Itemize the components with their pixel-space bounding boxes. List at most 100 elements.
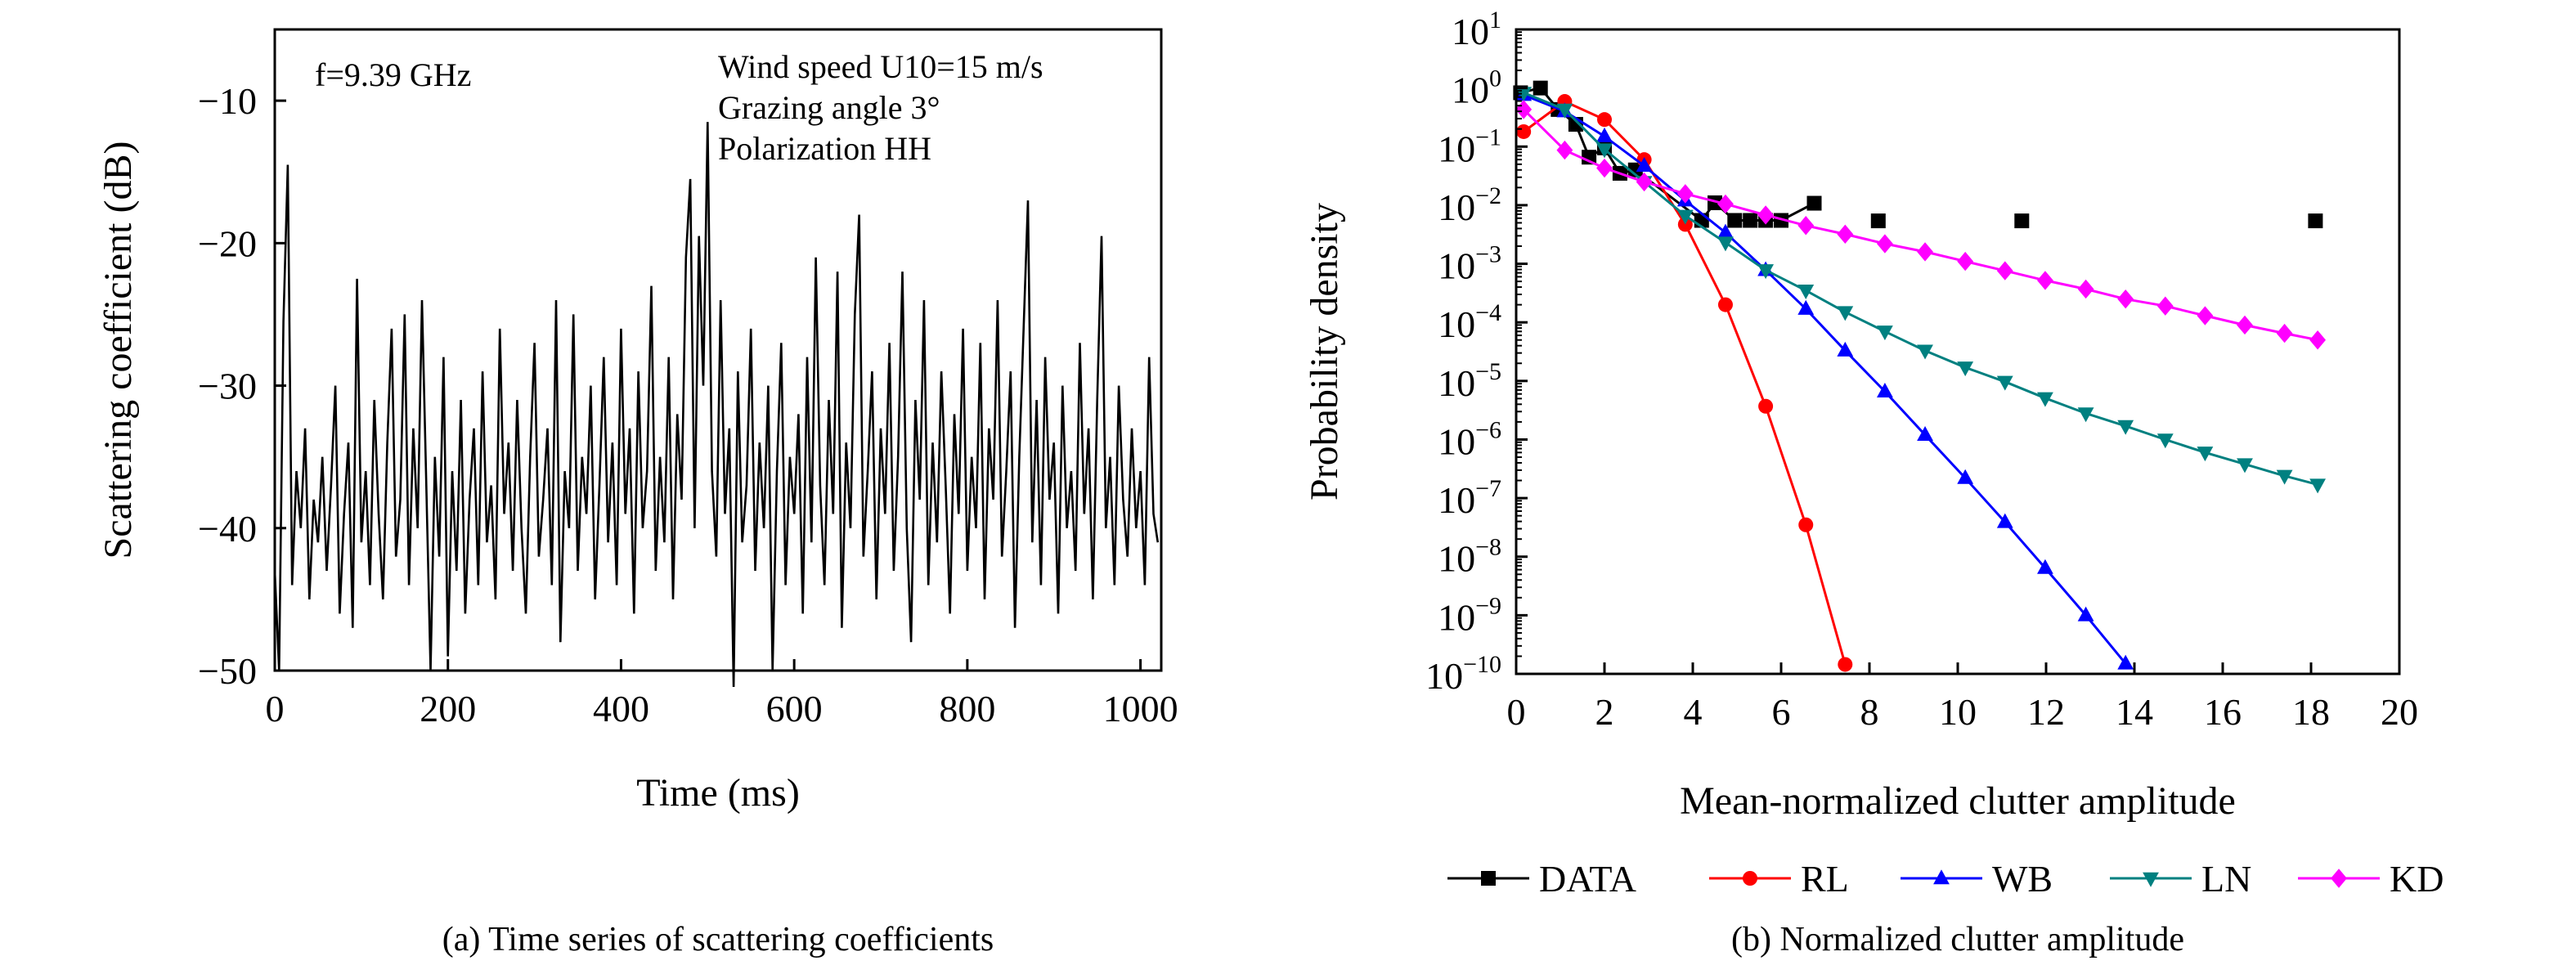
series-wb	[1515, 86, 2134, 670]
panel-a-annotation-polarization: Polarization HH	[718, 130, 931, 167]
data-point-kd	[1757, 205, 1774, 225]
data-point-data	[1582, 150, 1597, 165]
x-tick-label: 20	[2381, 691, 2418, 733]
data-point-ln	[2237, 458, 2253, 474]
data-point-ln	[1957, 361, 1974, 377]
data-point-rl	[1758, 398, 1774, 414]
legend-label: LN	[2201, 858, 2251, 900]
time-series-line	[273, 122, 1160, 688]
panel-a-x-axis-label: Time (ms)	[636, 771, 800, 815]
data-point-ln	[2197, 447, 2214, 462]
panel-b-y-axis-label: Probability density	[1303, 203, 1346, 500]
x-tick-label: 0	[1507, 691, 1526, 733]
series-line-kd	[1523, 108, 2318, 342]
x-tick-label: 1000	[1103, 688, 1178, 729]
panel-a-caption: (a) Time series of scattering coefficien…	[442, 921, 994, 958]
y-tick-label: 100	[1452, 65, 1501, 111]
panel-a-annotation-wind: Wind speed U10=15 m/s	[718, 48, 1043, 85]
panel-b-ticks: 0 2 4 6 8 10 12 14 16 18 20 101 100 10−1 10−2 10−3 10−4 1…	[1425, 7, 2418, 733]
data-point-wb	[2037, 559, 2053, 574]
data-point-ln	[2156, 433, 2174, 449]
panel-b-caption: (b) Normalized clutter amplitude	[1731, 921, 2184, 958]
panel-a-annotation-grazing: Grazing angle 3°	[718, 89, 940, 126]
data-point-kd	[1596, 158, 1613, 178]
x-tick-label: 4	[1684, 691, 1703, 733]
x-tick-label: 200	[420, 688, 476, 729]
x-tick-label: 600	[766, 688, 823, 729]
pdf-series-layer	[1513, 80, 2326, 672]
data-point-kd	[1636, 172, 1653, 192]
data-point-kd	[2077, 279, 2094, 299]
legend-item-kd: KD	[2298, 858, 2444, 900]
data-point-kd	[1556, 140, 1573, 160]
y-tick-label: −40	[198, 508, 257, 550]
data-point-wb	[2077, 606, 2094, 622]
y-tick-label: 10−7	[1438, 475, 1501, 521]
data-point-data	[1806, 195, 1822, 211]
x-tick-label: 800	[939, 688, 995, 729]
x-tick-label: 0	[266, 688, 285, 729]
data-point-wb	[1636, 156, 1653, 172]
legend-marker-triangle-down	[2143, 872, 2159, 887]
legend-marker-diamond	[2331, 869, 2347, 888]
data-point-kd	[2276, 323, 2293, 343]
panel-a-y-axis-label: Scattering coefficient (dB)	[96, 141, 140, 559]
data-point-kd	[1515, 100, 1533, 119]
y-tick-label: 10−10	[1425, 651, 1501, 697]
data-point-rl	[1597, 112, 1612, 128]
legend-item-ln: LN	[2110, 858, 2251, 900]
data-point-kd	[1877, 234, 1893, 254]
data-point-wb	[1797, 299, 1815, 315]
panel-a-ticks: 0 200 400 600 800 1000 −10 −20 −30 −40 −50	[198, 80, 1178, 729]
data-point-ln	[1757, 264, 1774, 280]
x-tick-label: 12	[2027, 691, 2065, 733]
data-point-kd	[2309, 330, 2326, 350]
y-tick-label: −20	[198, 222, 257, 264]
data-point-ln	[2276, 469, 2293, 485]
series-line-ln	[1523, 92, 2318, 487]
panel-b-x-axis-label: Mean-normalized clutter amplitude	[1680, 779, 2236, 823]
series-line-wb	[1523, 93, 2127, 665]
data-point-data	[1727, 213, 1743, 228]
x-tick-label: 6	[1772, 691, 1791, 733]
legend-marker-triangle-up	[1933, 869, 1950, 885]
data-point-ln	[1837, 306, 1854, 321]
data-point-kd	[2037, 271, 2053, 290]
data-point-kd	[2117, 289, 2134, 309]
y-tick-label: 10−9	[1438, 592, 1501, 638]
data-point-data	[1870, 213, 1886, 229]
data-point-ln	[1676, 209, 1694, 225]
data-point-kd	[1676, 184, 1694, 204]
data-point-data	[2308, 213, 2323, 229]
data-point-kd	[2237, 315, 2253, 335]
data-point-kd	[2156, 296, 2174, 316]
data-point-ln	[1797, 285, 1815, 300]
data-point-kd	[1957, 251, 1974, 272]
legend-item-data: DATA	[1447, 858, 1636, 900]
data-point-kd	[1797, 216, 1815, 236]
data-point-ln	[1717, 236, 1734, 252]
data-point-kd	[1717, 194, 1734, 214]
panel-a-annotation-frequency: f=9.39 GHz	[315, 56, 471, 93]
y-tick-label: 10−1	[1438, 123, 1501, 169]
data-point-ln	[1596, 143, 1613, 159]
series-data	[1513, 80, 2323, 229]
y-tick-label: −10	[198, 80, 257, 122]
data-point-data	[1627, 162, 1643, 177]
data-point-kd	[1917, 242, 1933, 262]
data-point-data	[1743, 213, 1758, 228]
data-point-ln	[2037, 392, 2053, 407]
x-tick-label: 8	[1860, 691, 1879, 733]
legend-label: KD	[2390, 858, 2444, 900]
legend-marker-square	[1481, 871, 1496, 886]
data-point-ln	[1556, 103, 1573, 119]
x-tick-label: 2	[1595, 691, 1614, 733]
y-tick-label: 101	[1452, 7, 1501, 52]
y-tick-label: 10−4	[1438, 299, 1501, 345]
legend: DATA RL WB LN KD	[1447, 858, 2444, 900]
legend-label: WB	[1992, 858, 2053, 900]
legend-marker-circle	[1743, 871, 1757, 886]
series-kd	[1515, 100, 2326, 350]
panel-a-time-series: 0 200 400 600 800 1000 −10 −20 −30 −40 −50 f=9.39 …	[96, 28, 1178, 958]
panel-a-plot-frame	[273, 28, 1163, 672]
